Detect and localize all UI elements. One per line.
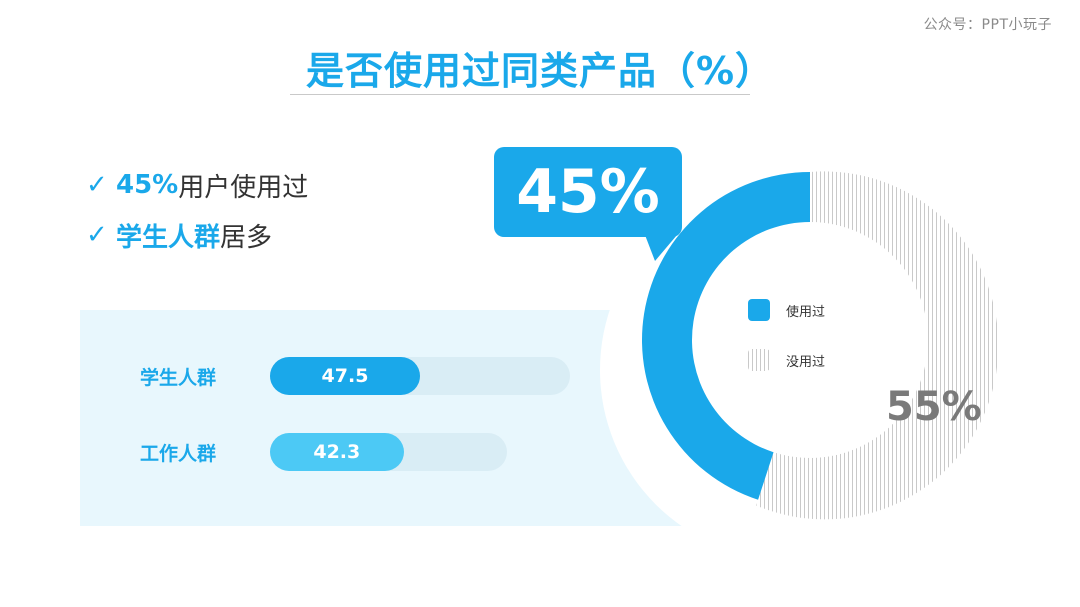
check-icon: ✓ (86, 220, 108, 250)
donut-slice-unused (756, 171, 999, 520)
bullet-item-usage: ✓ 45% 用户使用过 (86, 165, 308, 205)
legend-item-used: 使用过 (748, 297, 825, 323)
bar-chart-panel (80, 310, 700, 526)
bar-label: 工作人群 (140, 443, 217, 465)
legend-swatch-used (748, 299, 770, 321)
bullet-text: 居多 (220, 222, 273, 253)
legend-swatch-unused (748, 349, 770, 371)
bullet-highlight: 45% (116, 170, 179, 200)
donut-legend: 使用过 没用过 (748, 297, 825, 397)
used-percent-callout: 45% (494, 147, 682, 237)
bar-label: 学生人群 (140, 367, 217, 389)
page-title: 是否使用过同类产品（%） (305, 49, 775, 93)
bullet-highlight: 学生人群 (116, 222, 221, 253)
bar-track: 47.5 (270, 357, 570, 395)
bar-fill-workers: 42.3 (270, 433, 404, 471)
unused-percent-label: 55% (886, 384, 982, 430)
donut-slice-used (641, 172, 810, 500)
watermark: 公众号：PPT小玩子 (923, 17, 1052, 33)
bar-row-students: 学生人群 47.5 (80, 357, 600, 397)
bullet-text: 用户使用过 (178, 172, 309, 203)
legend-label: 没用过 (786, 354, 826, 370)
bar-track: 42.3 (270, 433, 507, 471)
callout-tail (645, 235, 677, 261)
legend-label: 使用过 (786, 304, 826, 320)
check-icon: ✓ (86, 170, 108, 200)
bar-row-workers: 工作人群 42.3 (80, 433, 600, 473)
bullet-item-students: ✓ 学生人群 居多 (86, 215, 308, 255)
bullet-list: ✓ 45% 用户使用过 ✓ 学生人群 居多 (86, 165, 308, 265)
bar-fill-students: 47.5 (270, 357, 420, 395)
title-underline (290, 94, 750, 95)
legend-item-unused: 没用过 (748, 347, 825, 373)
